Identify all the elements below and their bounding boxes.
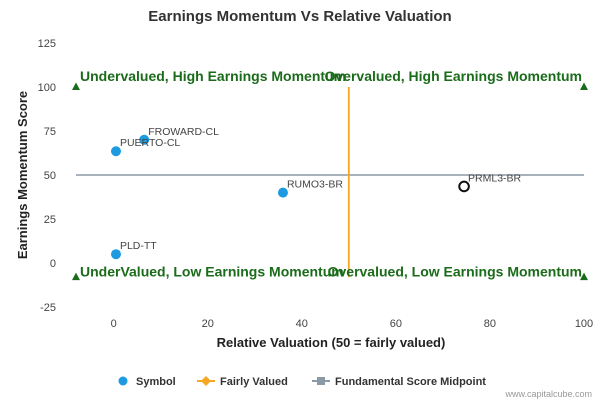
quadrant-label-top-right: Overvalued, High Earnings Momentum	[325, 68, 583, 84]
data-point	[110, 146, 121, 157]
data-point-highlight	[458, 180, 470, 193]
y-tick-label: 125	[38, 38, 56, 50]
y-tick-label: 50	[44, 170, 56, 182]
x-tick-label: 100	[575, 318, 593, 330]
data-point	[139, 134, 150, 145]
y-tick-label: 0	[50, 258, 56, 270]
y-tick-label: 100	[38, 82, 56, 94]
corner-triangle-marker	[72, 82, 80, 90]
legend-midpoint-label: Fundamental Score Midpoint	[335, 376, 486, 388]
x-tick-label: 40	[296, 318, 308, 330]
quadrant-label-bottom-left: UnderValued, Low Earnings Momentum	[80, 264, 344, 280]
point-label: PRML3-BR	[468, 172, 522, 184]
x-tick-label: 60	[390, 318, 402, 330]
credit-text: www.capitalcube.com	[504, 389, 592, 399]
x-axis-ticks: 0 20 40 60 80 100	[111, 318, 594, 330]
corner-markers	[72, 82, 588, 281]
legend-symbol-marker	[118, 376, 128, 386]
legend-fair-label: Fairly Valued	[220, 376, 288, 388]
quadrant-label-top-left: Undervalued, High Earnings Momentum	[80, 68, 346, 84]
y-axis-title: Earnings Momentum Score	[15, 91, 30, 259]
legend: Symbol Fairly Valued Fundamental Score M…	[118, 376, 486, 388]
x-tick-label: 20	[202, 318, 214, 330]
y-axis-ticks: -25 0 25 50 75 100 125	[38, 38, 56, 314]
y-tick-label: -25	[40, 302, 56, 314]
legend-fair-marker	[201, 376, 211, 386]
x-tick-label: 80	[484, 318, 496, 330]
legend-midpoint-marker	[317, 377, 325, 385]
corner-triangle-marker	[580, 82, 588, 90]
chart-title: Earnings Momentum Vs Relative Valuation	[148, 8, 451, 25]
x-tick-label: 0	[111, 318, 117, 330]
point-label: FROWARD-CL	[148, 126, 219, 138]
legend-symbol-label: Symbol	[136, 376, 176, 388]
data-point	[110, 249, 121, 260]
data-point	[277, 187, 288, 198]
x-axis-title: Relative Valuation (50 = fairly valued)	[217, 335, 446, 350]
corner-triangle-marker	[72, 272, 80, 281]
corner-triangle-marker	[580, 272, 588, 281]
point-label: PLD-TT	[120, 240, 157, 252]
point-label: RUMO3-BR	[287, 179, 343, 191]
y-tick-label: 25	[44, 214, 56, 226]
y-tick-label: 75	[44, 126, 56, 138]
quadrant-label-bottom-right: Overvalued, Low Earnings Momentum	[328, 264, 582, 280]
point-label: PUERTO-CL	[120, 137, 180, 149]
